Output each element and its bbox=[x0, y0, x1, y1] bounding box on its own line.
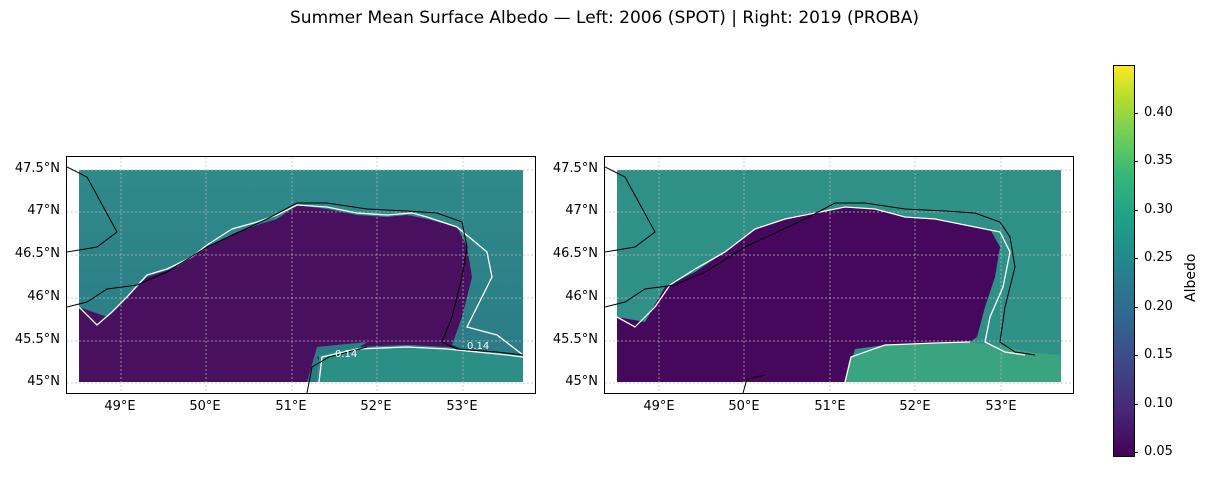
right-lon-tick-0: 49°E bbox=[643, 399, 675, 414]
figure-title: Summer Mean Surface Albedo — Left: 2006 … bbox=[290, 8, 919, 28]
left-lon-tick-0: 49°E bbox=[104, 399, 136, 414]
colorbar-tick-0: 0.05 bbox=[1144, 444, 1173, 459]
colorbar-tick-mark-7 bbox=[1134, 113, 1138, 114]
colorbar-label: Albedo bbox=[1183, 253, 1199, 302]
right-lat-tick-1: 47°N bbox=[565, 203, 598, 218]
left-lon-tick-2: 51°E bbox=[275, 399, 307, 414]
left-contour-label-2: 0.14 bbox=[467, 341, 489, 352]
colorbar-tick-mark-5 bbox=[1134, 210, 1138, 211]
left-lat-tick-0: 47.5°N bbox=[14, 161, 60, 176]
right-albedo-map bbox=[605, 157, 1073, 393]
colorbar-tick-mark-2 bbox=[1134, 355, 1138, 356]
right-sea-area bbox=[617, 207, 1000, 382]
left-lat-tick-4: 45.5°N bbox=[14, 332, 60, 347]
left-lon-tick-4: 53°E bbox=[446, 399, 478, 414]
colorbar-tick-mark-0 bbox=[1134, 452, 1138, 453]
left-lon-tick-1: 50°E bbox=[189, 399, 221, 414]
colorbar-tick-mark-4 bbox=[1134, 258, 1138, 259]
right-lat-tick-5: 45°N bbox=[565, 374, 598, 389]
colorbar-tick-7: 0.40 bbox=[1144, 105, 1173, 120]
left-map-frame: 0.14 0.14 bbox=[66, 156, 536, 394]
right-coastline bbox=[605, 166, 1036, 393]
left-lat-tick-5: 45°N bbox=[27, 374, 60, 389]
colorbar-tick-mark-1 bbox=[1134, 404, 1138, 405]
left-contour-line bbox=[78, 204, 524, 383]
left-coastline bbox=[67, 166, 524, 393]
right-lon-tick-2: 51°E bbox=[814, 399, 846, 414]
right-gridlines bbox=[605, 157, 1073, 393]
right-lat-tick-4: 45.5°N bbox=[552, 332, 598, 347]
right-map-frame bbox=[604, 156, 1074, 394]
colorbar-tick-1: 0.10 bbox=[1144, 396, 1173, 411]
left-lon-tick-3: 52°E bbox=[360, 399, 392, 414]
left-south-land bbox=[317, 345, 523, 382]
left-albedo-map: 0.14 0.14 bbox=[67, 157, 535, 393]
left-contour-label-1: 0.14 bbox=[335, 349, 357, 360]
right-lon-tick-3: 52°E bbox=[899, 399, 931, 414]
right-lon-tick-4: 53°E bbox=[985, 399, 1017, 414]
right-contour-line bbox=[616, 206, 1026, 383]
colorbar bbox=[1113, 65, 1135, 457]
colorbar-tick-6: 0.35 bbox=[1144, 153, 1173, 168]
colorbar-tick-mark-6 bbox=[1134, 161, 1138, 162]
right-lat-tick-0: 47.5°N bbox=[552, 161, 598, 176]
colorbar-tick-3: 0.20 bbox=[1144, 299, 1173, 314]
right-lon-tick-1: 50°E bbox=[728, 399, 760, 414]
right-lat-tick-3: 46°N bbox=[565, 289, 598, 304]
left-sea-area bbox=[79, 205, 523, 382]
colorbar-tick-2: 0.15 bbox=[1144, 347, 1173, 362]
colorbar-tick-mark-3 bbox=[1134, 307, 1138, 308]
left-lat-tick-1: 47°N bbox=[27, 203, 60, 218]
colorbar-tick-5: 0.30 bbox=[1144, 202, 1173, 217]
colorbar-tick-4: 0.25 bbox=[1144, 250, 1173, 265]
left-lat-tick-2: 46.5°N bbox=[14, 246, 60, 261]
right-lat-tick-2: 46.5°N bbox=[552, 246, 598, 261]
left-lat-tick-3: 46°N bbox=[27, 289, 60, 304]
